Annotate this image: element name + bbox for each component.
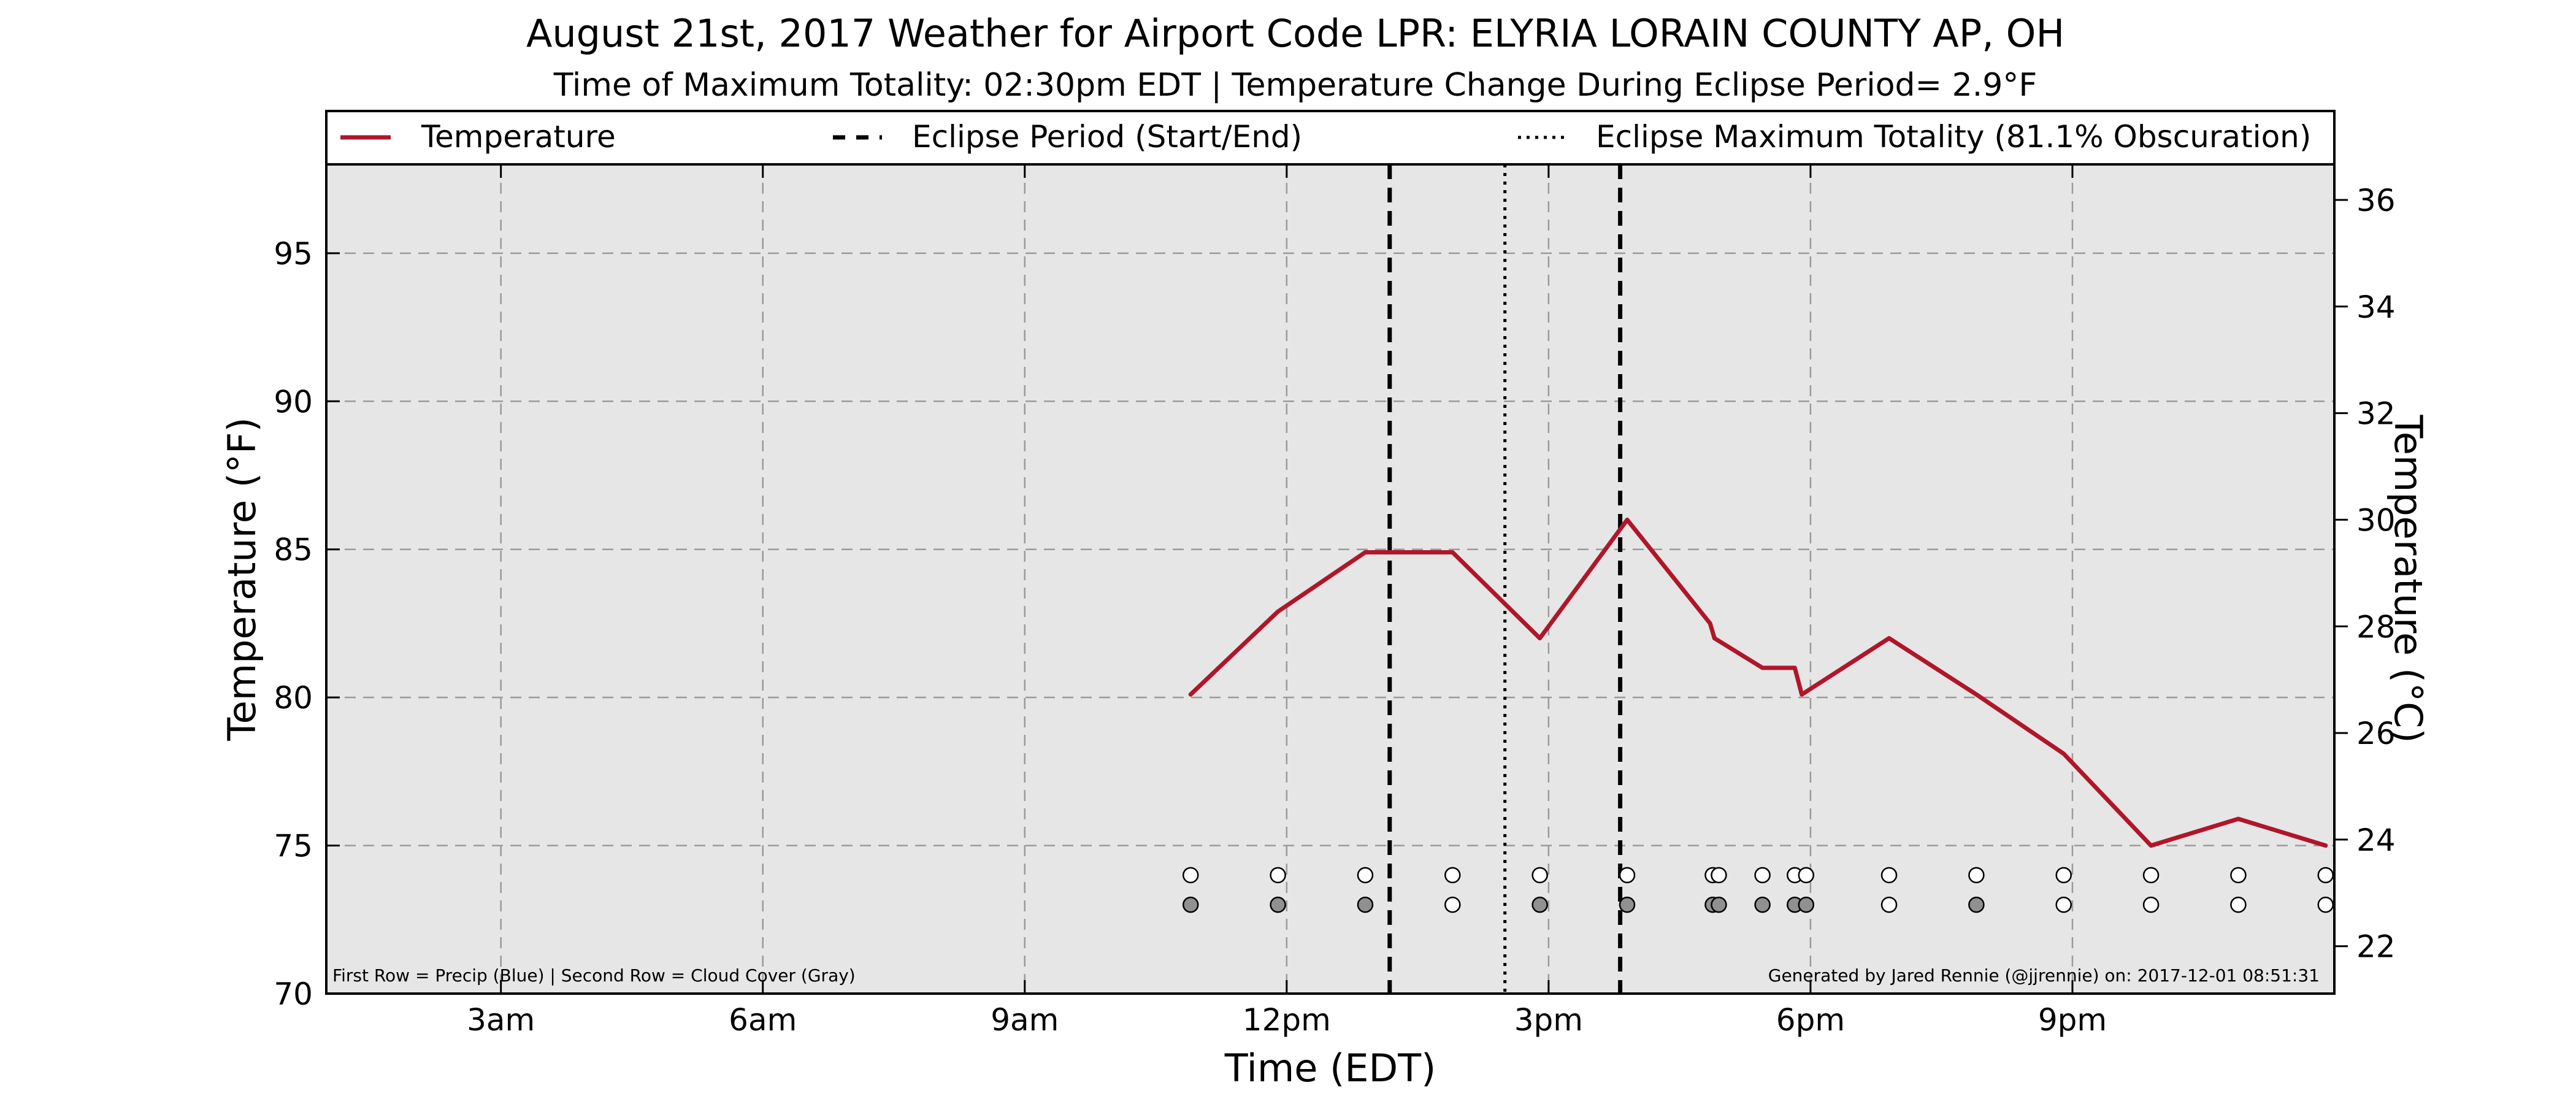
x-tick-label: 3pm [1514,1002,1583,1038]
y-right-tick-label: 32 [2356,396,2396,432]
precip-dot [1270,867,1286,884]
cloud-cover-dot [2055,896,2072,913]
y-right-tick-label: 30 [2356,502,2396,538]
legend-label-temperature: Temperature [421,119,616,155]
cloud-cover-dot [1444,896,1461,913]
cloud-cover-dot [1754,896,1771,913]
cloud-cover-dot [1880,896,1898,913]
y-axis-label-right: Temperature (°C) [2386,414,2431,743]
precip-dot [1619,867,1636,884]
footnote-left: First Row = Precip (Blue) | Second Row =… [332,965,856,986]
cloud-cover-dot [1182,896,1199,913]
precip-dot [1754,867,1771,884]
axis-ticks: 3am 6am 9am 12pm 3pm 6pm 9pm 70 75 80 85 90 95 22 24 26… [274,164,2396,1038]
legend-label-max-totality: Eclipse Maximum Totality (81.1% Obscurat… [1596,119,2311,155]
y-axis-label-left: Temperature (°F) [220,417,264,741]
precip-dot [2317,867,2334,884]
cloud-cover-dot [1270,896,1286,913]
precip-dot [1711,867,1727,884]
y-right-tick-label: 24 [2356,822,2396,858]
precip-dot [1968,867,1985,884]
precip-dot [2055,867,2072,884]
precip-dot [1444,867,1461,884]
x-axis-label: Time (EDT) [1224,1046,1436,1091]
y-tick-label: 75 [274,829,313,864]
precip-dot [1182,867,1199,884]
precip-dot [2142,867,2160,884]
x-tick-label: 6pm [1776,1002,1845,1038]
temperature-series [1188,517,2328,848]
x-tick-label: 6am [729,1002,797,1038]
cloud-cover-dot [2230,896,2247,913]
cloud-cover-dot [1711,896,1727,913]
legend-box [325,110,2336,166]
y-tick-label: 80 [274,680,313,716]
cloud-cover-dot [2317,896,2334,913]
eclipse-markers [1387,164,1623,994]
x-tick-label: 12pm [1243,1002,1331,1038]
plot-frame [325,163,2336,995]
grid-lines [326,164,2334,994]
y-right-tick-label: 28 [2356,609,2396,645]
temperature-line [1188,517,2328,848]
y-right-tick-label: 34 [2356,289,2396,325]
x-tick-label: 9pm [2038,1002,2107,1038]
plot-background [326,164,2334,994]
x-tick-label: 9am [991,1002,1059,1038]
y-right-tick-label: 26 [2356,716,2396,751]
y-right-tick-label: 36 [2356,183,2396,218]
y-tick-label: 90 [274,384,313,420]
cloud-cover-dot [2142,896,2160,913]
precip-dot [1357,867,1374,884]
x-tick-label: 3am [467,1002,535,1038]
precip-dot [1531,867,1548,884]
footnote-right: Generated by Jared Rennie (@jjrennie) on… [1768,965,2320,986]
legend-label-eclipse-period: Eclipse Period (Start/End) [912,119,1302,155]
precip-dot [1798,867,1815,884]
cloud-cover-dot [1357,896,1374,913]
chart-title: August 21st, 2017 Weather for Airport Co… [526,11,2064,56]
cloud-cover-dot [1798,896,1815,913]
y-right-tick-label: 22 [2356,929,2396,965]
cloud-cover-dot [1619,896,1636,913]
chart-subtitle: Time of Maximum Totality: 02:30pm EDT | … [553,67,2037,104]
observation-dots [1182,867,2334,913]
cloud-cover-dot [1531,896,1548,913]
y-tick-label: 85 [274,532,313,568]
precip-dot [1880,867,1898,884]
y-tick-label: 70 [274,976,313,1012]
precip-dot [2230,867,2247,884]
cloud-cover-dot [1968,896,1985,913]
y-tick-label: 95 [274,236,313,272]
